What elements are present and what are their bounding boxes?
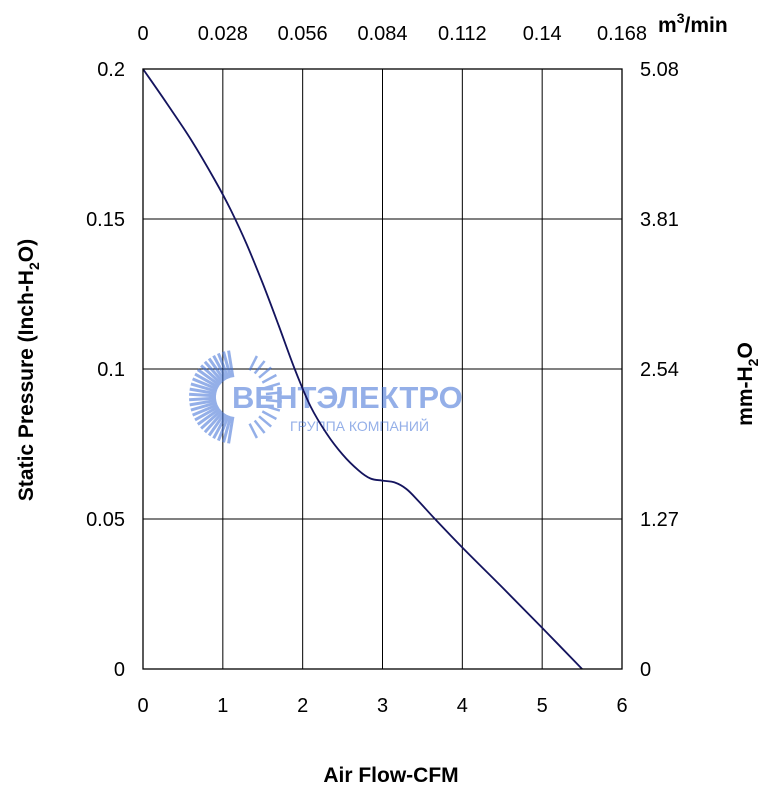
y-axis-title: Static Pressure (Inch-H2O) <box>15 239 42 501</box>
x2-tick-label: 0 <box>137 23 148 45</box>
x-axis-title: Air Flow-CFM <box>323 764 458 787</box>
sunburst-ray <box>258 366 273 379</box>
y-tick-label: 0.1 <box>97 359 125 381</box>
sunburst-ray <box>217 352 230 380</box>
fan-curve-line <box>142 68 583 670</box>
fan-sunburst-icon <box>189 350 282 444</box>
y2-tick-label: 0 <box>640 659 651 681</box>
x-tick-label: 3 <box>377 695 388 717</box>
x2-tick-label: 0.084 <box>357 23 407 45</box>
y-axis-title-sub: 2 <box>26 262 42 270</box>
x2-axis-ticks: 0 0.028 0.056 0.084 0.112 0.14 0.168 <box>137 23 647 45</box>
watermark-brand: ВЕНТЭЛЕКТРО <box>232 380 463 415</box>
sunburst-ray <box>248 355 259 371</box>
watermark-logo: ВЕНТЭЛЕКТРО ГРУППА КОМПАНИЙ <box>189 350 463 444</box>
y2-axis-ticks: 0 1.27 2.54 3.81 5.08 <box>640 59 679 681</box>
sunburst-ray <box>203 360 224 383</box>
x2-tick-label: 0.14 <box>523 23 562 45</box>
sunburst-ray <box>194 372 220 389</box>
x2-tick-label: 0.056 <box>278 23 328 45</box>
x-tick-label: 1 <box>217 695 228 717</box>
y2-tick-label: 2.54 <box>640 359 679 381</box>
sunburst-ray <box>248 423 259 439</box>
x2-axis-title-end: /min <box>684 14 727 37</box>
y2-axis-title-end: O <box>734 342 757 358</box>
sunburst-ray <box>227 416 235 444</box>
y2-axis-title-sub: 2 <box>745 358 761 366</box>
y2-tick-label: 5.08 <box>640 59 679 81</box>
sunburst-ray <box>217 414 230 442</box>
sunburst-ray <box>189 398 217 407</box>
sunburst-ray <box>212 413 228 440</box>
sunburst-ray <box>227 350 235 378</box>
sunburst-ray <box>189 396 217 402</box>
sunburst-ray <box>264 382 281 390</box>
sunburst-ray <box>207 412 226 437</box>
sunburst-ray <box>258 415 273 428</box>
sunburst-ray <box>253 360 266 375</box>
sunburst-ray <box>253 419 266 434</box>
sunburst-ray <box>200 409 223 430</box>
x2-tick-label: 0.112 <box>438 23 487 45</box>
x2-axis-title-sup: 3 <box>677 10 685 26</box>
sunburst-ray <box>196 407 221 426</box>
sunburst-ray <box>261 373 277 384</box>
sunburst-ray <box>189 392 217 398</box>
y-axis-ticks: 0 0.05 0.1 0.15 0.2 <box>86 59 125 681</box>
sunburst-ray <box>190 401 218 412</box>
sunburst-ray <box>212 354 228 381</box>
grid-lines <box>143 69 622 669</box>
y-tick-label: 0.2 <box>97 59 125 81</box>
sunburst-ray <box>194 405 220 422</box>
x-axis-ticks: 0 1 2 3 4 5 6 <box>137 695 627 717</box>
watermark-tagline: ГРУППА КОМПАНИЙ <box>290 417 429 434</box>
x2-tick-label: 0.028 <box>198 23 248 45</box>
sunburst-ray <box>261 410 277 421</box>
x-tick-label: 6 <box>616 695 627 717</box>
sunburst-ray <box>203 411 224 434</box>
sunburst-ray <box>196 368 221 387</box>
y-axis-title-end: O) <box>15 239 38 262</box>
sunburst-ray <box>222 415 233 443</box>
y-tick-label: 0 <box>114 659 125 681</box>
sunburst-ray <box>222 351 233 379</box>
sunburst-ray <box>190 382 218 393</box>
x-tick-label: 0 <box>137 695 148 717</box>
sunburst-ray <box>265 391 282 396</box>
x-tick-label: 5 <box>537 695 548 717</box>
sunburst-ray <box>189 387 217 396</box>
series-layer <box>142 68 583 670</box>
y2-tick-label: 1.27 <box>640 509 679 531</box>
sunburst-ray <box>192 377 219 391</box>
y2-axis-title: mm-H2O <box>734 342 761 426</box>
sunburst-ray <box>207 357 226 382</box>
x2-tick-label: 0.168 <box>597 23 647 45</box>
y2-tick-label: 3.81 <box>640 209 679 231</box>
plot-frame <box>142 68 623 670</box>
y-tick-label: 0.15 <box>86 209 125 231</box>
x-tick-label: 4 <box>457 695 468 717</box>
x-tick-label: 2 <box>297 695 308 717</box>
y2-axis-title-main: mm-H <box>734 366 757 426</box>
y-axis-title-main: Static Pressure (Inch-H <box>15 270 38 501</box>
x2-axis-title: m3/min <box>658 10 728 37</box>
sunburst-ray <box>200 364 223 385</box>
x2-axis-title-main: m <box>658 14 677 37</box>
y-tick-label: 0.05 <box>86 509 125 531</box>
sunburst-ray <box>192 403 219 417</box>
sunburst-ray <box>265 398 282 403</box>
sunburst-ray <box>264 404 281 412</box>
